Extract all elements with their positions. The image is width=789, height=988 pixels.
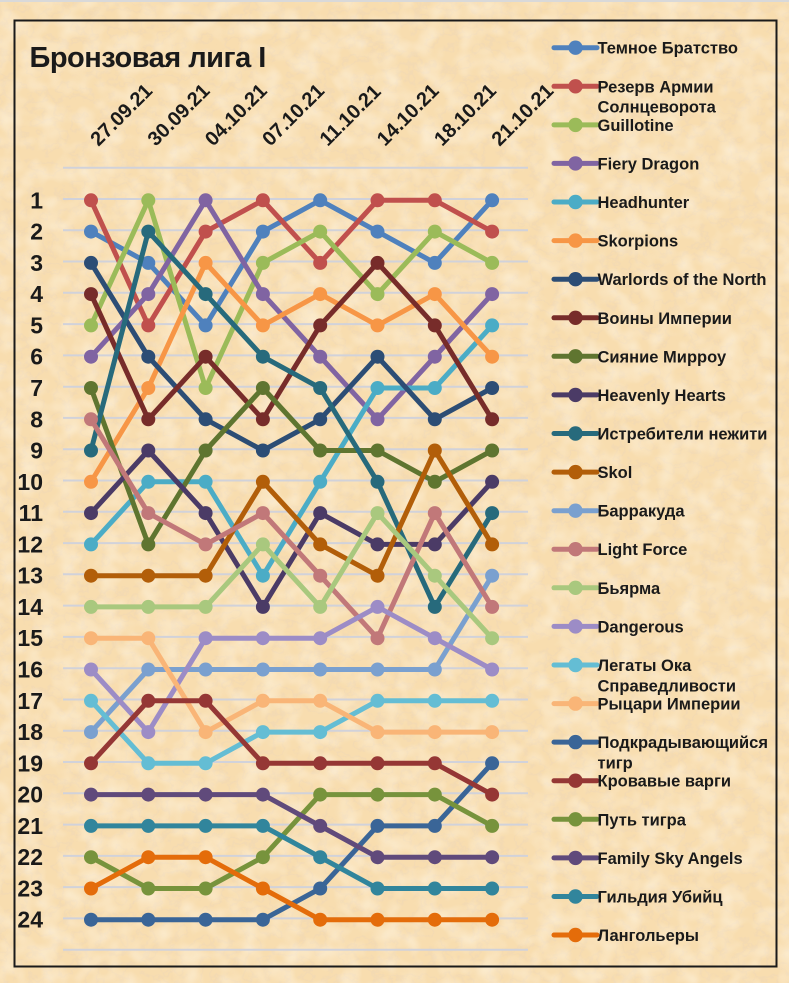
svg-text:Guillotine: Guillotine [598,117,674,135]
svg-text:Истребители нежити: Истребители нежити [598,426,768,444]
svg-text:2: 2 [30,219,43,245]
svg-text:Рыцари Империи: Рыцари Империи [598,696,741,714]
svg-text:Headhunter: Headhunter [598,194,690,212]
svg-text:Кровавые варги: Кровавые варги [598,773,732,791]
svg-text:Skorpions: Skorpions [598,233,679,251]
svg-text:14: 14 [17,594,43,620]
svg-text:Солнцеворота: Солнцеворота [598,99,717,117]
svg-text:22: 22 [17,844,43,870]
svg-text:Сияние Мирроу: Сияние Мирроу [598,348,727,366]
svg-text:21: 21 [17,813,43,839]
svg-text:5: 5 [30,312,43,338]
svg-text:24: 24 [17,907,43,933]
svg-text:10: 10 [17,469,43,495]
svg-text:Подкрадывающийся: Подкрадывающийся [598,734,768,752]
svg-text:16: 16 [17,657,43,683]
svg-text:17: 17 [17,688,43,714]
svg-text:Путь тигра: Путь тигра [598,811,687,829]
svg-text:23: 23 [17,876,43,902]
svg-text:7: 7 [30,375,43,401]
svg-text:8: 8 [30,406,43,432]
svg-text:Fiery Dragon: Fiery Dragon [598,155,700,173]
svg-text:Резерв Армии: Резерв Армии [598,78,714,96]
svg-text:Heavenly Hearts: Heavenly Hearts [598,387,726,405]
svg-text:13: 13 [17,563,43,589]
svg-text:18: 18 [17,719,43,745]
svg-text:4: 4 [30,281,43,307]
svg-text:Барракуда: Барракуда [598,503,686,521]
svg-text:19: 19 [17,750,43,776]
svg-text:Бьярма: Бьярма [598,580,661,598]
svg-text:Light Force: Light Force [598,541,688,559]
svg-text:12: 12 [17,531,43,557]
svg-text:Воины Империи: Воины Империи [598,310,732,328]
svg-text:Гильдия Убийц: Гильдия Убийц [598,889,723,907]
svg-text:9: 9 [30,438,43,464]
svg-text:1: 1 [30,187,43,213]
svg-text:Family Sky Angels: Family Sky Angels [598,850,743,868]
svg-text:Skol: Skol [598,464,633,482]
svg-text:11: 11 [19,500,44,526]
svg-text:Бронзовая лига I: Бронзовая лига I [30,42,266,74]
svg-text:Лангольеры: Лангольеры [598,927,699,945]
svg-text:15: 15 [17,625,43,651]
svg-text:6: 6 [30,344,43,370]
svg-text:Темное Братство: Темное Братство [598,40,738,58]
svg-text:3: 3 [30,250,43,276]
svg-text:Справедливости: Справедливости [598,677,737,695]
svg-text:Warlords of the North: Warlords of the North [598,271,767,289]
svg-text:Легаты Ока: Легаты Ока [598,657,693,675]
svg-text:тигр: тигр [598,755,633,773]
svg-text:20: 20 [17,782,43,808]
svg-text:Dangerous: Dangerous [598,618,684,636]
